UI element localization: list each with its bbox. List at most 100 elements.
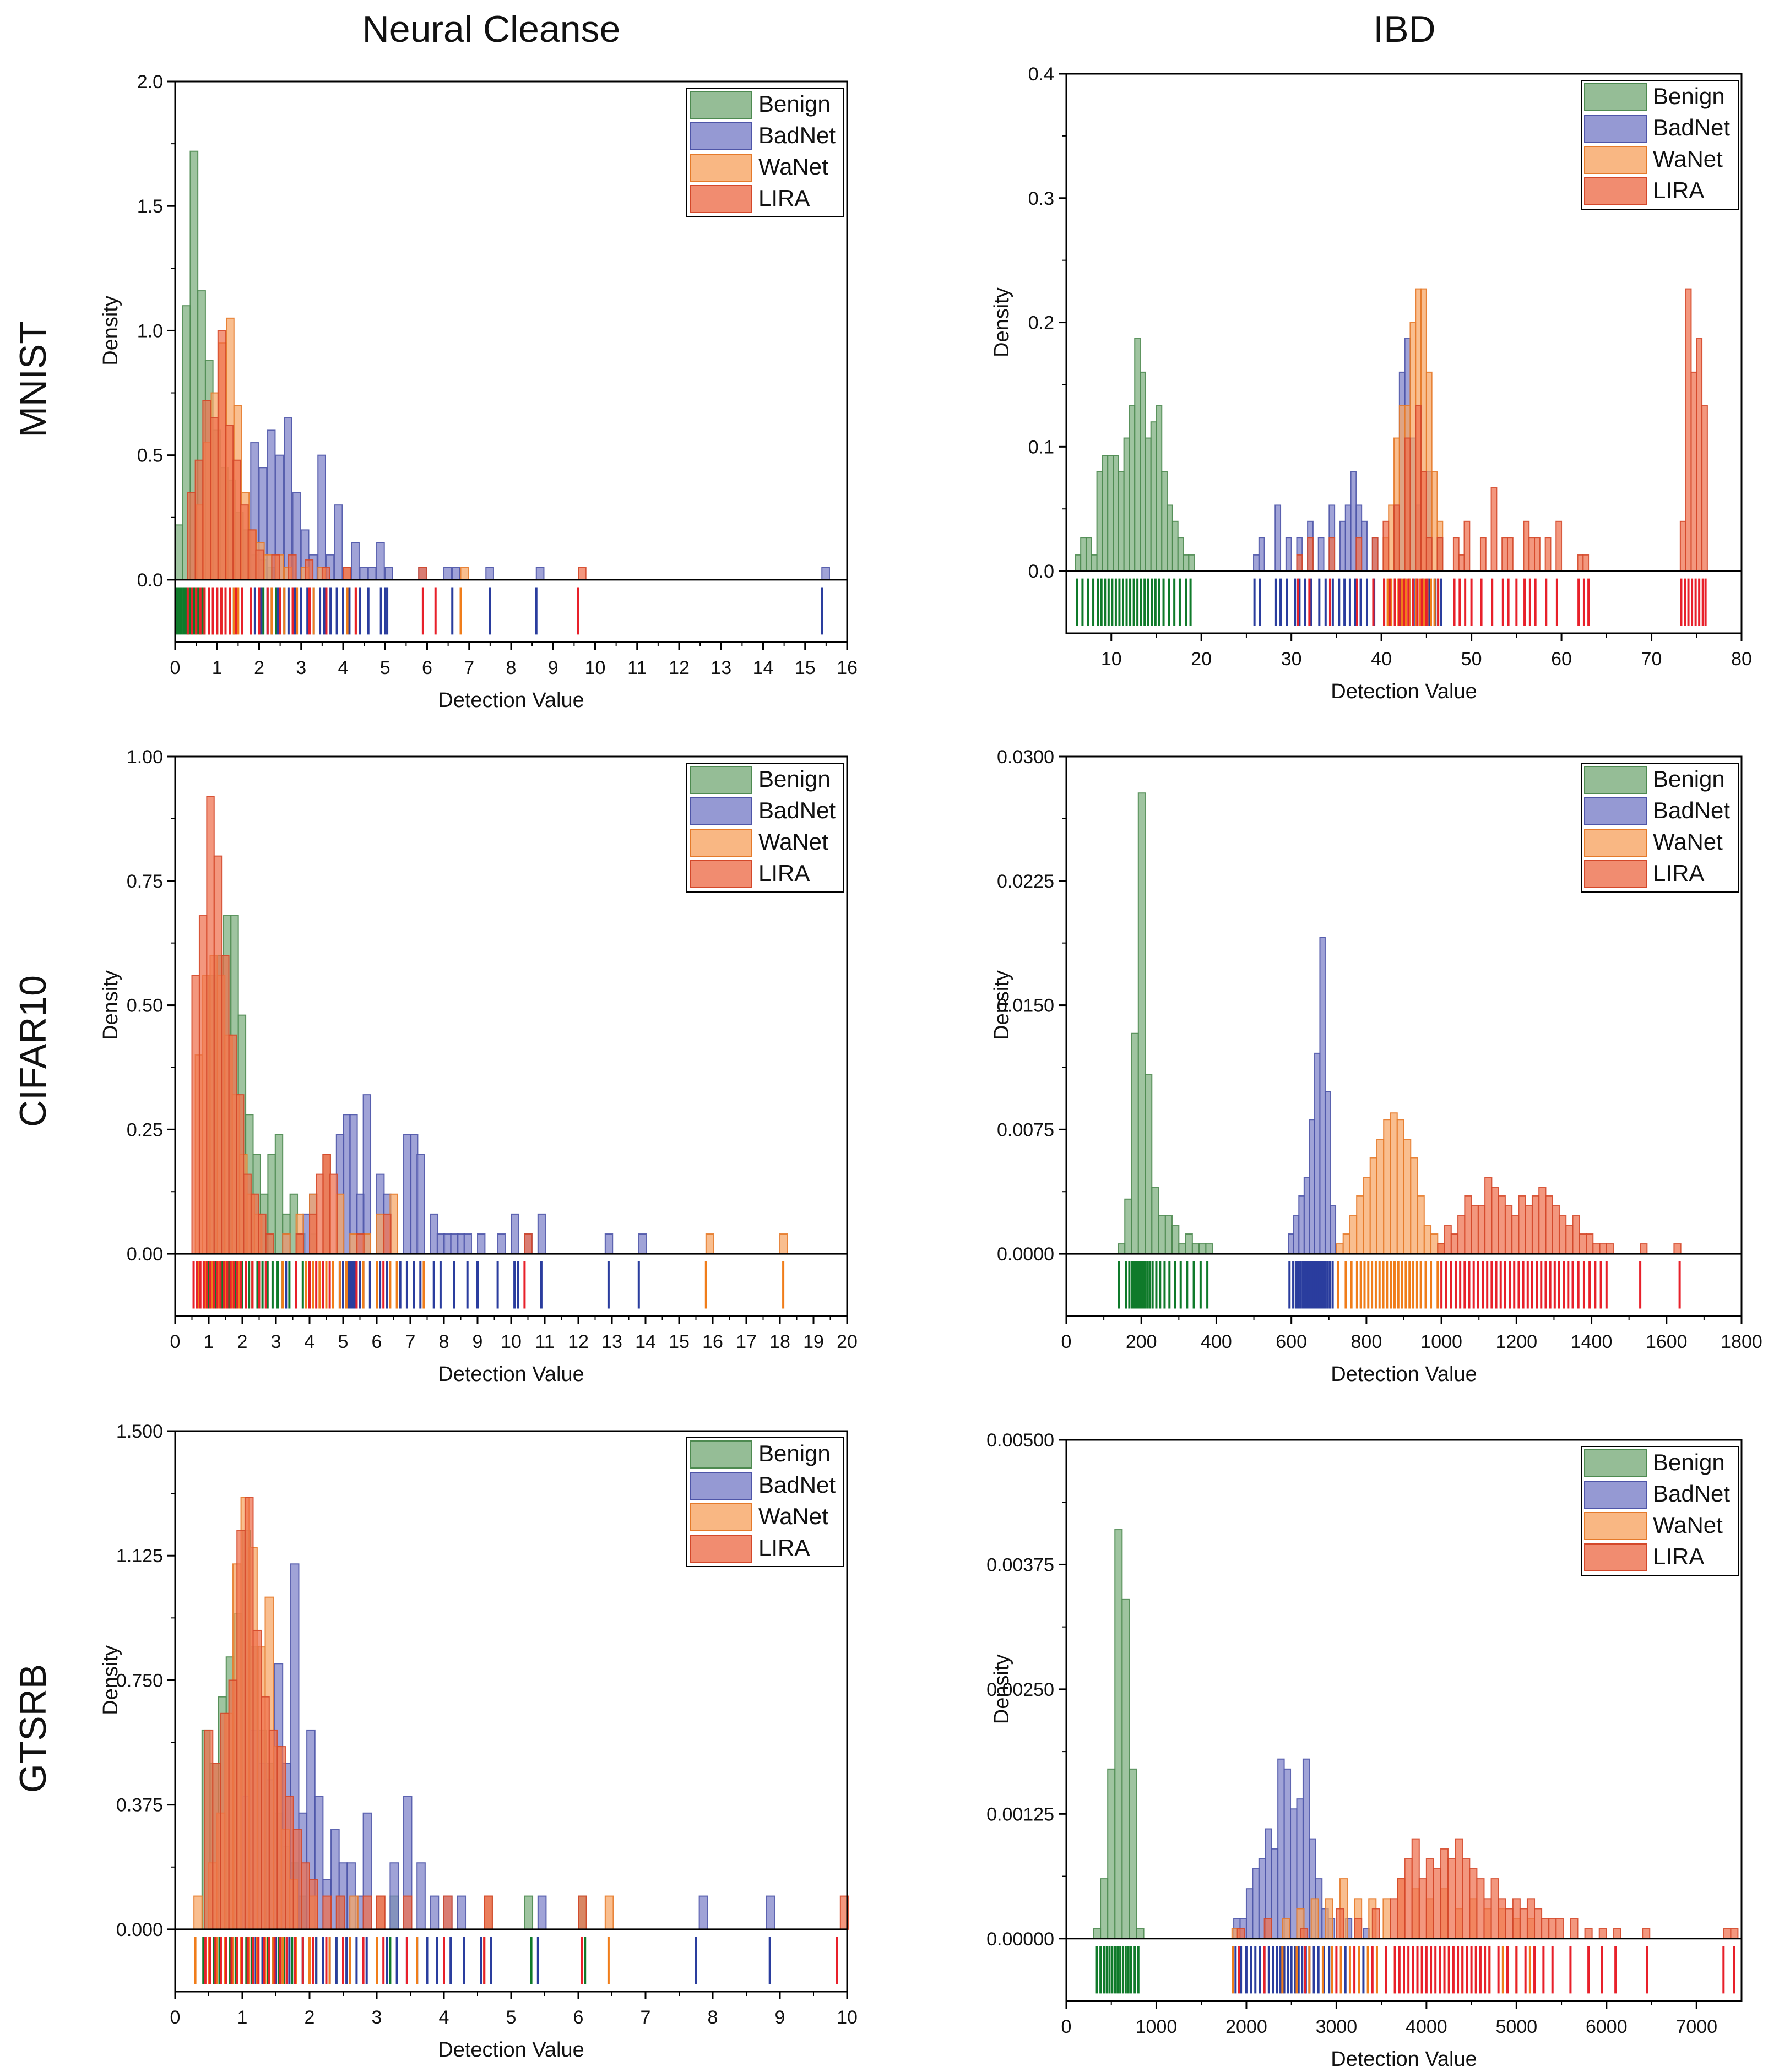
legend-swatch-badnet: [690, 797, 752, 825]
bar-lira: [578, 1895, 587, 1930]
bar-lira: [1642, 1928, 1651, 1939]
bar-lira: [1525, 1205, 1533, 1255]
bar-badnet: [821, 567, 830, 580]
bar-lira: [1723, 1928, 1732, 1939]
bar-wanet: [1369, 1157, 1377, 1255]
y-tick-label: 0.1: [1028, 437, 1054, 458]
bar-wanet: [1423, 1225, 1432, 1255]
bar-lira: [443, 1895, 453, 1930]
bar-badnet: [416, 1862, 426, 1930]
bar-lira: [252, 1629, 262, 1930]
bar-wanet: [1390, 1112, 1398, 1255]
x-tick-label: 4: [338, 657, 349, 678]
y-axis-label: Density: [99, 970, 122, 1040]
bar-lira: [329, 1173, 338, 1255]
x-tick-label: 1: [237, 2007, 248, 2028]
x-axis-label: Detection Value: [438, 689, 584, 712]
x-tick-label: 14: [753, 657, 774, 678]
bar-lira: [1462, 1858, 1471, 1939]
legend: Benign BadNet WaNet LIRA: [1581, 80, 1739, 210]
bar-lira: [213, 855, 223, 1255]
x-tick-label: 17: [736, 1331, 757, 1352]
x-tick-label: 14: [635, 1331, 656, 1352]
bar-lira: [383, 1213, 392, 1255]
bar-lira: [268, 1729, 278, 1930]
bar-benign: [1178, 1243, 1186, 1255]
y-tick-label: 0.2: [1028, 313, 1054, 334]
bar-badnet: [1277, 1758, 1285, 1939]
bar-badnet: [463, 1233, 473, 1255]
x-tick-label: 1000: [1136, 2016, 1178, 2037]
bar-lira: [1730, 1928, 1739, 1939]
bar-badnet: [443, 567, 452, 580]
bar-lira: [1555, 1918, 1564, 1939]
bar-lira: [1491, 1187, 1499, 1255]
bar-lira: [1584, 1928, 1593, 1939]
bar-badnet: [537, 1213, 546, 1255]
legend-label-benign: Benign: [1653, 766, 1725, 792]
y-tick-label: 0.5: [137, 445, 163, 466]
y-tick-label: 0.4: [1028, 64, 1054, 85]
rug-benign: [1095, 1946, 1140, 1994]
bar-benign: [1150, 421, 1157, 572]
legend-swatch-benign: [690, 91, 752, 119]
series-badnet: [250, 417, 830, 580]
x-tick-label: 1800: [1721, 1331, 1762, 1352]
y-tick-label: 0.00000: [986, 1929, 1054, 1950]
x-tick-label: 12: [669, 657, 690, 678]
bar-lira: [212, 1763, 221, 1930]
x-tick-label: 600: [1276, 1331, 1307, 1352]
bar-benign: [1198, 1243, 1207, 1255]
bar-lira: [1534, 537, 1541, 572]
legend-swatch-lira: [690, 1535, 752, 1563]
x-tick-label: 0: [170, 657, 181, 678]
bar-lira: [1506, 537, 1514, 572]
x-tick-label: 16: [702, 1331, 723, 1352]
legend-swatch-lira: [1584, 860, 1647, 888]
series-benign: [1117, 792, 1213, 1255]
bar-lira: [276, 1746, 286, 1930]
x-tick-label: 15: [795, 657, 816, 678]
bar-lira: [1425, 1858, 1434, 1939]
bar-lira: [228, 1679, 238, 1930]
x-tick-label: 12: [568, 1331, 589, 1352]
bar-badnet: [416, 1154, 425, 1255]
legend-swatch-wanet: [690, 154, 752, 182]
legend-label-benign: Benign: [758, 1440, 831, 1466]
bar-lira: [1463, 520, 1471, 572]
bar-wanet: [705, 1233, 714, 1255]
x-tick-label: 9: [775, 2007, 785, 2028]
x-tick-label: 7: [641, 2007, 651, 2028]
x-tick-label: 0: [170, 2007, 181, 2028]
rug-badnet: [1234, 1946, 1365, 1994]
bar-lira: [1371, 1908, 1380, 1939]
bar-lira: [1433, 1868, 1442, 1939]
bar-lira: [1519, 1908, 1528, 1939]
legend-swatch-wanet: [1584, 829, 1647, 857]
legend: Benign BadNet WaNet LIRA: [1581, 763, 1739, 893]
x-tick-label: 400: [1201, 1331, 1232, 1352]
bar-lira: [1296, 554, 1303, 572]
bar-lira: [1544, 537, 1552, 572]
bar-benign: [1131, 1032, 1139, 1255]
bar-lira: [1579, 1233, 1587, 1255]
x-tick-label: 18: [769, 1331, 790, 1352]
bar-lira: [1570, 1918, 1579, 1939]
x-tick-label: 6000: [1586, 2016, 1628, 2037]
bar-benign: [1129, 1768, 1137, 1939]
bar-benign: [1191, 1243, 1200, 1255]
bar-benign: [1096, 471, 1103, 572]
bar-benign: [1140, 371, 1146, 572]
bar-badnet: [1252, 1868, 1260, 1939]
bar-lira: [335, 1895, 345, 1930]
bar-lira: [301, 1862, 310, 1930]
bar-benign: [1151, 1187, 1159, 1255]
bar-lira: [1545, 1195, 1553, 1255]
bar-wanet: [1310, 1898, 1319, 1939]
bar-lira: [309, 1879, 318, 1930]
x-tick-label: 50: [1461, 649, 1482, 670]
bar-lira: [484, 1895, 493, 1930]
x-tick-label: 2: [254, 657, 264, 678]
rug-lira: [1297, 578, 1707, 626]
rug-lira: [1238, 1946, 1735, 1994]
